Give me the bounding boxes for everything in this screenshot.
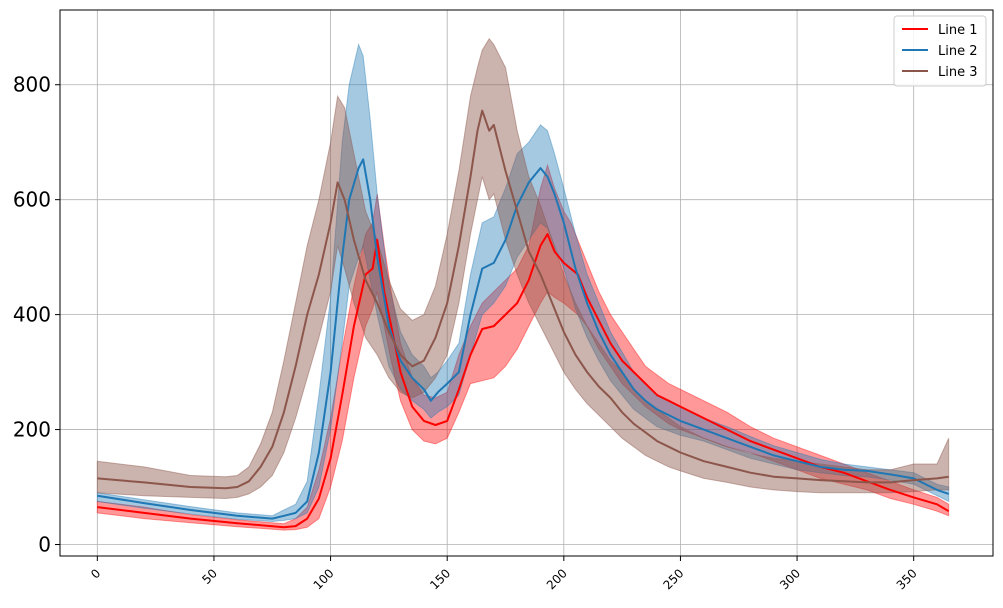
y-tick-label: 400 <box>13 303 51 327</box>
grid <box>60 10 993 556</box>
legend-label: Line 2 <box>938 44 978 59</box>
x-axis-ticks: 0 50 100 150 200 250 300 350 <box>88 556 920 592</box>
x-tick-label: 100 <box>311 566 337 592</box>
legend-box <box>893 15 987 87</box>
band-series-2 <box>96 42 950 523</box>
series-lines <box>97 109 950 529</box>
band-series-3 <box>96 37 950 500</box>
x-tick-label: 200 <box>544 566 570 592</box>
y-tick-label: 600 <box>13 188 51 212</box>
y-axis-ticks: 0 200 400 600 800 <box>13 73 60 557</box>
legend-label: Line 3 <box>938 65 978 80</box>
x-tick-label: 300 <box>777 566 803 592</box>
x-tick-label: 150 <box>427 566 453 592</box>
y-tick-label: 0 <box>38 533 51 557</box>
line-series-2 <box>97 158 950 520</box>
x-tick-label: 350 <box>894 566 920 592</box>
legend: Line 1 Line 2 Line 3 <box>893 15 987 87</box>
plot-frame <box>59 9 994 557</box>
confidence-bands <box>96 37 950 531</box>
x-tick-label: 250 <box>660 566 686 592</box>
x-tick-label: 50 <box>199 566 220 587</box>
y-tick-label: 200 <box>13 418 51 442</box>
line-series-3 <box>97 109 949 490</box>
line-series-1 <box>97 233 950 529</box>
x-tick-label: 0 <box>88 566 103 581</box>
legend-label: Line 1 <box>938 23 978 38</box>
y-tick-label: 800 <box>13 73 51 97</box>
